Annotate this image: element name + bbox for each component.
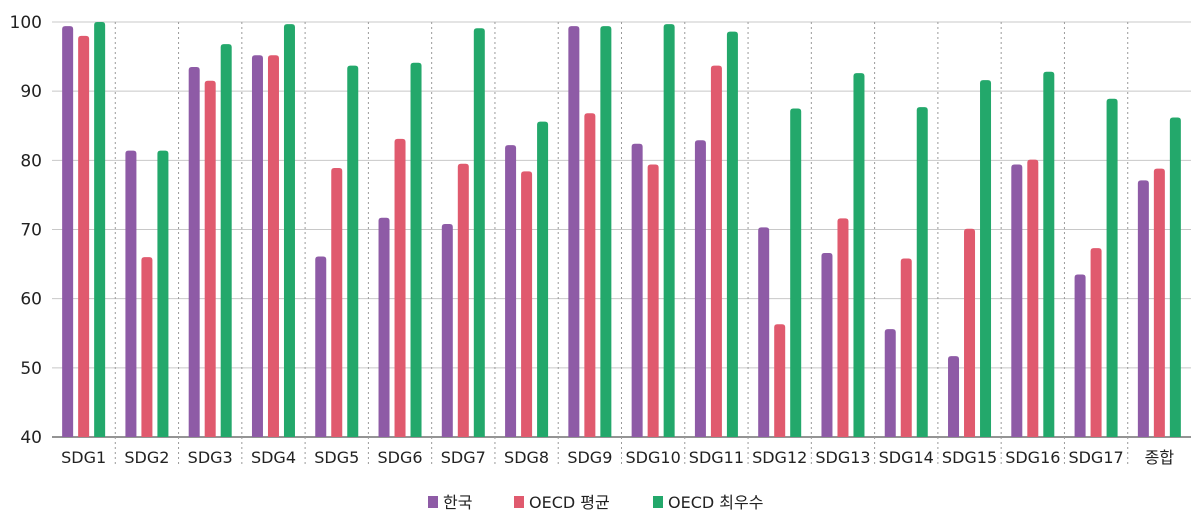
bar-SDG16-series-2 bbox=[1043, 71, 1055, 438]
bar-SDG12-series-2 bbox=[790, 108, 802, 437]
bar-SDG5-series-0 bbox=[315, 256, 327, 437]
bar-SDG7-series-0 bbox=[441, 223, 453, 437]
bar-SDG1-series-1 bbox=[78, 35, 90, 437]
bar-SDG13-series-0 bbox=[821, 253, 833, 437]
bar-SDG9-series-1 bbox=[584, 113, 596, 438]
bar-SDG17-series-2 bbox=[1106, 98, 1118, 438]
y-tick-label: 80 bbox=[20, 151, 42, 171]
x-tick-label: SDG5 bbox=[314, 448, 359, 467]
bar-SDG7-series-1 bbox=[457, 163, 469, 437]
x-tick-label: SDG2 bbox=[124, 448, 169, 467]
bar-SDG16-series-1 bbox=[1027, 159, 1039, 437]
bar-SDG13-series-1 bbox=[837, 218, 849, 437]
legend-swatch bbox=[653, 496, 663, 508]
bar-SDG13-series-2 bbox=[853, 73, 865, 437]
bar-SDG9-series-2 bbox=[600, 26, 612, 438]
legend: 한국 OECD 평균 OECD 최우수 bbox=[428, 493, 763, 512]
bar-SDG3-series-0 bbox=[188, 66, 200, 437]
x-tick-label: SDG11 bbox=[689, 448, 744, 467]
bar-SDG8-series-1 bbox=[521, 171, 533, 437]
bar-SDG6-series-1 bbox=[394, 138, 406, 437]
x-tick-label: SDG7 bbox=[441, 448, 486, 467]
bars bbox=[62, 22, 1181, 438]
bar-SDG15-series-0 bbox=[948, 356, 960, 437]
bar-종합-series-2 bbox=[1169, 117, 1181, 437]
bar-SDG1-series-0 bbox=[62, 26, 74, 438]
bar-SDG17-series-0 bbox=[1074, 274, 1086, 437]
x-tick-label: SDG17 bbox=[1068, 448, 1123, 467]
bar-SDG14-series-2 bbox=[916, 107, 928, 437]
bar-SDG4-series-0 bbox=[251, 55, 263, 437]
x-tick-label: SDG6 bbox=[377, 448, 422, 467]
bar-SDG11-series-0 bbox=[694, 140, 706, 437]
legend-label: OECD 최우수 bbox=[668, 493, 763, 512]
bar-SDG14-series-0 bbox=[884, 329, 896, 437]
bar-SDG12-series-1 bbox=[774, 324, 786, 437]
legend-swatch bbox=[428, 496, 438, 508]
x-tick-label: SDG15 bbox=[942, 448, 997, 467]
bar-SDG10-series-2 bbox=[663, 24, 675, 437]
bar-SDG2-series-1 bbox=[141, 257, 153, 437]
y-tick-label: 60 bbox=[20, 290, 42, 310]
x-tick-label: SDG13 bbox=[815, 448, 870, 467]
x-tick-label: SDG4 bbox=[251, 448, 296, 467]
bar-SDG12-series-0 bbox=[758, 227, 770, 437]
y-tick-label: 90 bbox=[20, 82, 42, 102]
x-tick-label: SDG8 bbox=[504, 448, 549, 467]
bar-SDG1-series-2 bbox=[94, 22, 106, 437]
category-separators bbox=[114, 22, 1129, 467]
bar-SDG6-series-2 bbox=[410, 62, 422, 437]
bar-SDG3-series-2 bbox=[220, 44, 232, 438]
x-tick-label: SDG1 bbox=[61, 448, 106, 467]
bar-SDG16-series-0 bbox=[1011, 164, 1023, 437]
x-tick-label: SDG12 bbox=[752, 448, 807, 467]
bar-SDG14-series-1 bbox=[900, 258, 912, 437]
legend-swatch bbox=[514, 496, 524, 508]
bar-SDG8-series-0 bbox=[505, 145, 517, 437]
bar-SDG11-series-2 bbox=[726, 31, 738, 438]
bar-SDG3-series-1 bbox=[204, 80, 216, 438]
bar-SDG11-series-1 bbox=[710, 65, 722, 437]
bar-SDG5-series-1 bbox=[331, 167, 343, 438]
bar-SDG7-series-2 bbox=[473, 28, 485, 437]
bar-SDG15-series-1 bbox=[964, 228, 976, 437]
bar-SDG15-series-2 bbox=[980, 80, 992, 437]
bar-SDG10-series-1 bbox=[647, 164, 659, 437]
x-tick-label: SDG16 bbox=[1005, 448, 1060, 467]
bar-SDG5-series-2 bbox=[347, 65, 359, 437]
x-tick-label: SDG9 bbox=[567, 448, 612, 467]
bar-SDG17-series-1 bbox=[1090, 248, 1102, 437]
bar-종합-series-0 bbox=[1137, 180, 1149, 437]
y-tick-label: 70 bbox=[20, 221, 42, 241]
bar-SDG2-series-0 bbox=[125, 150, 137, 437]
x-tick-label: SDG10 bbox=[626, 448, 681, 467]
bar-SDG4-series-1 bbox=[267, 55, 279, 437]
y-tick-label: 40 bbox=[20, 428, 42, 448]
legend-label: OECD 평균 bbox=[529, 493, 610, 512]
bar-종합-series-1 bbox=[1153, 168, 1165, 437]
bar-SDG8-series-2 bbox=[537, 121, 549, 437]
x-tick-label: SDG14 bbox=[879, 448, 934, 467]
bar-SDG6-series-0 bbox=[378, 217, 390, 437]
y-tick-label: 50 bbox=[20, 359, 42, 379]
x-tick-label: SDG3 bbox=[188, 448, 233, 467]
bar-SDG9-series-0 bbox=[568, 26, 580, 438]
bar-SDG10-series-0 bbox=[631, 143, 643, 437]
bar-SDG4-series-2 bbox=[283, 24, 295, 437]
x-axis-labels: SDG1 SDG2 SDG3 SDG4 SDG5 SDG6 SDG7 SDG8 SDG9 SDG1… bbox=[61, 448, 1174, 467]
bar-SDG2-series-2 bbox=[157, 150, 169, 437]
y-axis-ticks: 40 50 60 70 80 90 100 bbox=[10, 13, 42, 448]
legend-label: 한국 bbox=[443, 493, 472, 512]
y-tick-label: 100 bbox=[10, 13, 42, 33]
x-tick-label: 종합 bbox=[1145, 448, 1175, 467]
